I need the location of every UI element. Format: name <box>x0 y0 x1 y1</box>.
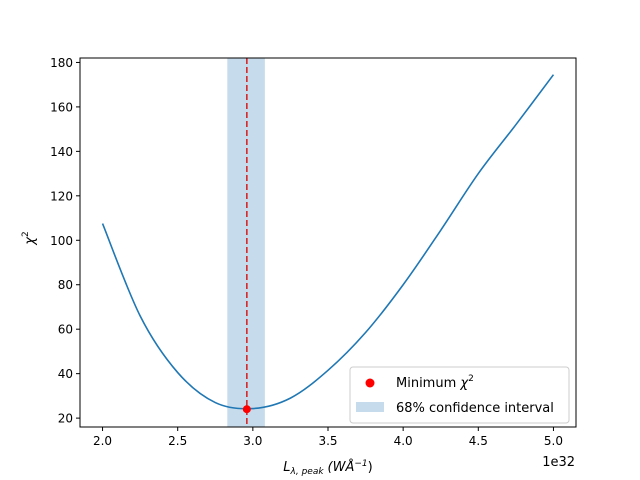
x-axis-label-units: (WÅ <box>328 459 355 475</box>
y-tick-label: 140 <box>50 145 73 159</box>
minimum-point-layer <box>242 405 251 414</box>
x-offset-text: 1e32 <box>542 455 575 470</box>
x-tick-label: 4.0 <box>394 434 413 448</box>
y-tick-label: 120 <box>50 189 73 203</box>
legend-marker-band <box>356 402 384 412</box>
legend-marker-minimum <box>365 378 375 388</box>
x-tick-label: 4.5 <box>469 434 488 448</box>
x-axis-label: Lλ, peak (WÅ−1) <box>283 459 372 477</box>
legend-label-minimum: Minimum χ2 <box>396 374 474 391</box>
x-axis-label-units-close: ) <box>368 460 373 475</box>
legend-label-minimum-symbol: χ <box>459 376 469 391</box>
x-axis-label-sub: λ, peak <box>290 467 325 477</box>
legend-label-minimum-main: Minimum <box>396 376 460 391</box>
curve-layer <box>101 74 555 410</box>
x-tick-label: 2.5 <box>168 434 187 448</box>
y-ticks: 20 40 60 80 100 120 140 160 180 <box>50 56 80 426</box>
legend-label-band: 68% confidence interval <box>396 401 554 416</box>
y-axis-label: χ2 <box>21 231 38 245</box>
x-tick-label: 3.5 <box>318 434 337 448</box>
y-axis-label-sup: 2 <box>21 231 31 237</box>
y-tick-label: 20 <box>58 412 73 426</box>
legend-label-minimum-sup: 2 <box>468 374 474 384</box>
legend: Minimum χ2 68% confidence interval <box>349 366 570 424</box>
y-tick-label: 60 <box>58 323 73 337</box>
chi-squared-curve <box>101 74 555 410</box>
x-tick-label: 5.0 <box>544 434 563 448</box>
x-tick-label: 2.0 <box>93 434 112 448</box>
y-tick-label: 160 <box>50 100 73 114</box>
y-axis-label-main: χ <box>23 236 38 246</box>
y-tick-label: 80 <box>58 278 73 292</box>
y-tick-label: 100 <box>50 234 73 248</box>
x-ticks: 2.0 2.5 3.0 3.5 4.0 4.5 5.0 <box>93 427 563 448</box>
y-tick-label: 180 <box>50 56 73 70</box>
x-axis-label-main: L <box>283 460 290 475</box>
legend-box <box>349 366 570 424</box>
x-tick-label: 3.0 <box>243 434 262 448</box>
y-tick-label: 40 <box>58 367 73 381</box>
x-axis-label-units-sup: −1 <box>354 459 367 469</box>
minimum-point <box>242 405 251 414</box>
